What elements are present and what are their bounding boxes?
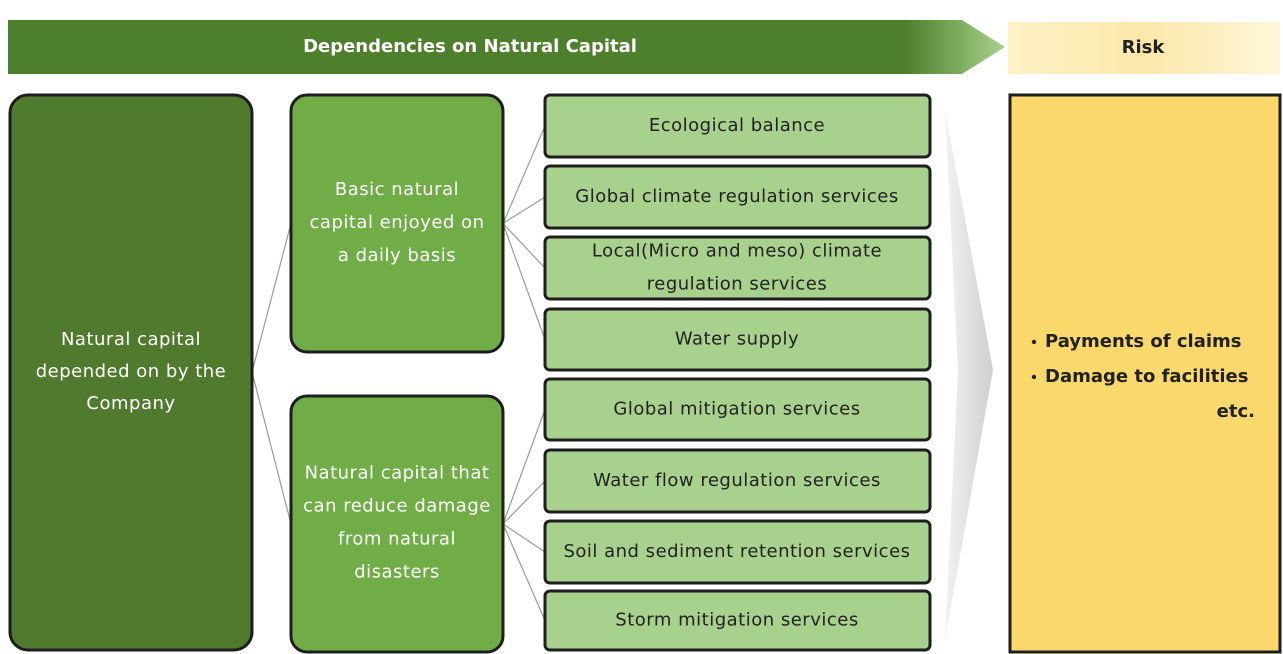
root-label: Company	[86, 393, 175, 414]
risk-header	[1008, 22, 1280, 74]
group-label: a daily basis	[338, 245, 456, 266]
service-label: Water supply	[675, 329, 799, 350]
root-box	[8, 93, 254, 652]
service-label: Global climate regulation services	[575, 186, 898, 207]
service-box	[543, 519, 932, 585]
service-box	[543, 235, 932, 301]
service-box	[543, 307, 932, 372]
service-label: Storm mitigation services	[615, 610, 858, 631]
service-label: Local(Micro and meso) climate	[592, 241, 882, 262]
group-label: Natural capital that	[305, 463, 490, 484]
risk-note: etc.	[1217, 401, 1255, 422]
group-label: capital enjoyed on	[310, 212, 485, 233]
connector	[502, 523, 546, 553]
header-banner	[8, 20, 1005, 74]
header-title: Dependencies on Natural Capital	[303, 36, 637, 57]
service-label: Ecological balance	[649, 115, 825, 136]
group-box	[289, 394, 505, 654]
flow-arrow	[945, 110, 993, 640]
risk-item: Damage to facilities	[1045, 366, 1248, 387]
service-box	[543, 164, 932, 230]
service-box	[543, 448, 932, 514]
risk-box	[1008, 93, 1282, 654]
connector	[502, 523, 546, 621]
connector	[502, 125, 546, 224]
connector	[502, 480, 546, 525]
group-label: disasters	[354, 562, 440, 583]
connector	[502, 196, 546, 225]
group-label: from natural	[338, 529, 456, 550]
connector	[502, 409, 546, 525]
service-box	[543, 377, 932, 442]
connector	[502, 223, 546, 269]
service-box	[543, 93, 932, 159]
service-label: regulation services	[647, 274, 828, 295]
group-box	[289, 93, 505, 354]
connector	[502, 223, 546, 340]
risk-item: Payments of claims	[1045, 331, 1242, 352]
service-box	[543, 589, 932, 652]
group-label: Basic natural	[335, 179, 459, 200]
group-label: can reduce damage	[303, 496, 491, 517]
service-label: Water flow regulation services	[593, 470, 881, 491]
bullet	[1031, 339, 1037, 345]
service-label: Global mitigation services	[613, 399, 860, 420]
service-label: Soil and sediment retention services	[563, 541, 910, 562]
connector	[251, 371, 292, 525]
bullet	[1031, 374, 1037, 380]
risk-title: Risk	[1122, 37, 1166, 58]
connector	[251, 223, 292, 373]
root-label: Natural capital	[61, 329, 201, 350]
root-label: depended on by the	[36, 361, 227, 382]
